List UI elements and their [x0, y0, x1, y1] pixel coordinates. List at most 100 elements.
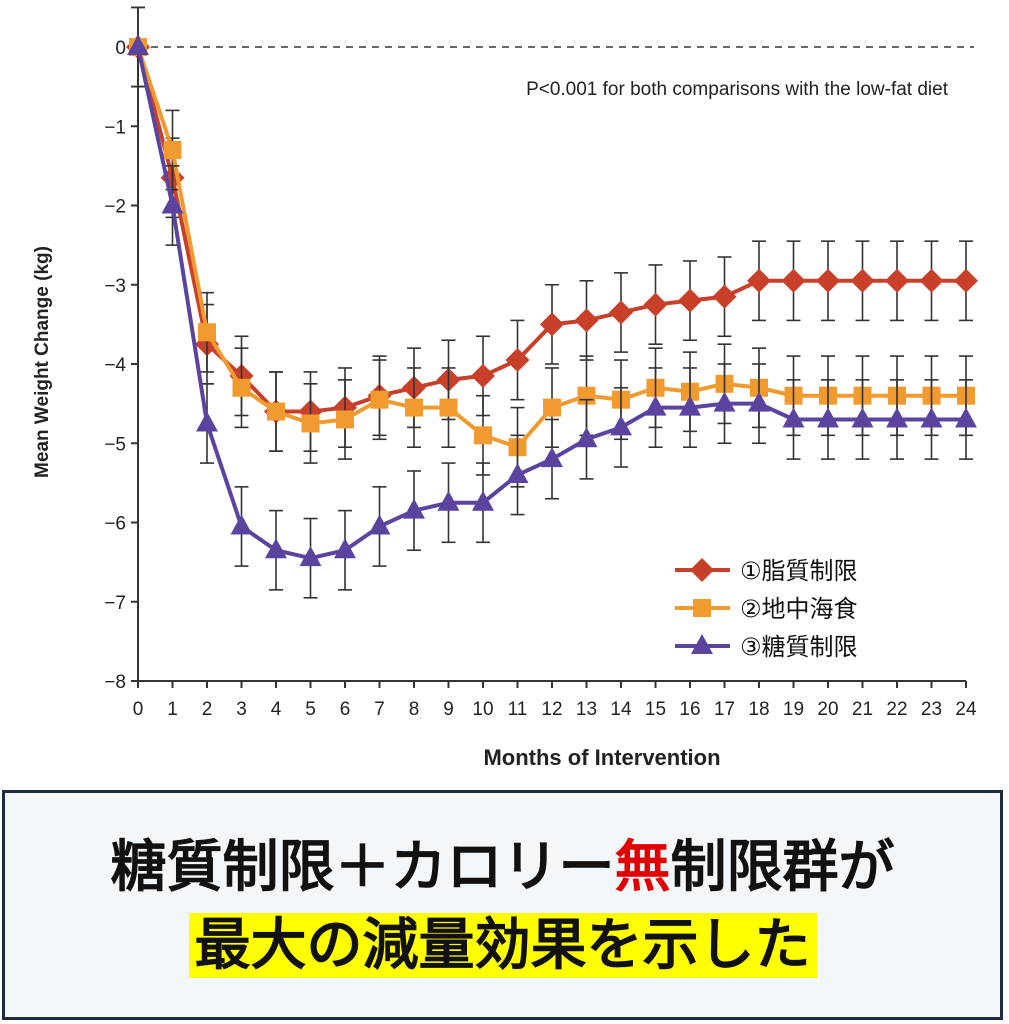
data-point — [816, 268, 840, 293]
data-point — [230, 514, 253, 535]
caption-box: 糖質制限＋カロリー無制限群が 最大の減量効果を示した — [2, 790, 1003, 1020]
data-point — [850, 268, 875, 293]
x-tick-label: 7 — [374, 699, 385, 720]
data-point — [954, 268, 978, 293]
data-point — [644, 395, 667, 416]
x-tick-label: 6 — [340, 699, 351, 720]
data-point — [368, 514, 391, 535]
caption-line-2: 最大の減量効果を示した — [5, 911, 1000, 981]
data-point — [540, 312, 564, 337]
data-point — [885, 268, 909, 293]
x-tick-label: 21 — [852, 699, 873, 720]
data-point — [610, 415, 632, 436]
p-value-annotation: P<0.001 for both comparisons with the lo… — [526, 79, 949, 100]
x-tick-label: 18 — [748, 699, 769, 720]
data-point — [505, 348, 530, 373]
x-tick-label: 13 — [576, 699, 597, 720]
y-tick-label: −8 — [104, 672, 126, 693]
caption-line-1-start: 糖質制限＋カロリー — [110, 835, 615, 900]
legend-label: ①脂質制限 — [740, 557, 858, 585]
data-point — [817, 407, 839, 428]
x-tick-label: 17 — [714, 699, 735, 720]
data-point — [543, 398, 561, 417]
data-point — [575, 427, 598, 448]
data-point — [679, 395, 701, 416]
data-point — [920, 407, 943, 428]
legend-label: ②地中海食 — [740, 595, 858, 623]
y-tick-label: −2 — [104, 197, 126, 218]
y-tick-label: −3 — [104, 276, 126, 297]
data-point — [782, 407, 805, 428]
data-point — [472, 490, 494, 511]
data-point — [370, 390, 389, 409]
data-point — [163, 141, 182, 160]
data-point — [437, 490, 460, 511]
data-point — [299, 546, 322, 567]
data-point — [643, 292, 668, 317]
data-point — [161, 193, 184, 214]
data-point — [232, 378, 251, 397]
x-tick-label: 1 — [167, 699, 178, 720]
data-point — [955, 407, 977, 428]
data-point — [712, 284, 737, 309]
x-tick-label: 10 — [472, 699, 493, 720]
data-point — [265, 538, 287, 559]
data-point — [574, 308, 599, 333]
x-tick-label: 20 — [817, 699, 838, 720]
data-point — [403, 498, 425, 519]
x-tick-label: 0 — [133, 699, 144, 720]
caption-line-2-highlight: 最大の減量効果を示した — [188, 913, 817, 978]
x-tick-label: 4 — [271, 699, 282, 720]
y-tick-label: −6 — [104, 514, 126, 535]
data-point — [336, 410, 354, 429]
x-tick-label: 16 — [679, 699, 700, 720]
x-tick-label: 2 — [202, 699, 213, 720]
data-point — [748, 391, 770, 412]
data-point — [886, 407, 908, 428]
data-point — [747, 268, 771, 293]
x-tick-label: 3 — [236, 699, 247, 720]
x-tick-label: 9 — [443, 699, 454, 720]
x-tick-label: 24 — [955, 699, 977, 720]
y-tick-label: −7 — [104, 593, 126, 614]
y-tick-label: −4 — [104, 355, 126, 376]
caption-line-1: 糖質制限＋カロリー無制限群が — [5, 833, 1000, 903]
caption-line-1-end: 制限群が — [670, 835, 895, 900]
data-point — [851, 407, 874, 428]
x-tick-label: 15 — [645, 699, 666, 720]
y-tick-label: −5 — [104, 434, 126, 455]
x-tick-label: 8 — [409, 699, 420, 720]
data-point — [471, 363, 495, 388]
legend-item: ①脂質制限 — [675, 557, 858, 585]
x-tick-label: 22 — [886, 699, 907, 720]
data-point — [713, 391, 736, 412]
x-tick-label: 14 — [610, 699, 632, 720]
weight-change-chart: 0−1−2−3−4−5−6−7−80 1 2 3 4 5 6 7 8 9 10 11 12 13 14 15 1… — [32, 6, 978, 770]
data-point — [781, 268, 806, 293]
data-point — [474, 426, 492, 445]
legend-marker — [691, 634, 713, 654]
x-axis-label: Months of Intervention — [483, 745, 720, 770]
data-point — [196, 411, 218, 432]
data-point — [198, 323, 216, 342]
data-point — [405, 398, 423, 417]
data-point — [506, 462, 529, 483]
data-point — [919, 268, 944, 293]
caption-line-1-emphasis: 無 — [614, 835, 671, 900]
x-tick-label: 12 — [541, 699, 562, 720]
legend-marker — [690, 558, 714, 582]
x-tick-label: 11 — [508, 699, 528, 720]
data-point — [439, 398, 458, 417]
data-point — [301, 414, 320, 433]
legend-item: ②地中海食 — [675, 595, 858, 623]
legend-marker — [693, 599, 711, 617]
chart-area: 0 −1 −2 −3 −4 −5 −6 −7 −8 0 1 2 3 4 5 6 7 8 9 10 11 12 13 14 15 1… — [32, 6, 978, 770]
data-point — [127, 35, 149, 55]
x-tick-label: 23 — [921, 699, 942, 720]
data-point — [609, 300, 633, 325]
legend-label: ③糖質制限 — [740, 633, 858, 661]
y-axis-label: Mean Weight Change (kg) — [32, 246, 53, 478]
y-tick-label: −1 — [104, 117, 126, 138]
x-tick-label: 5 — [305, 699, 316, 720]
data-point — [678, 288, 702, 313]
